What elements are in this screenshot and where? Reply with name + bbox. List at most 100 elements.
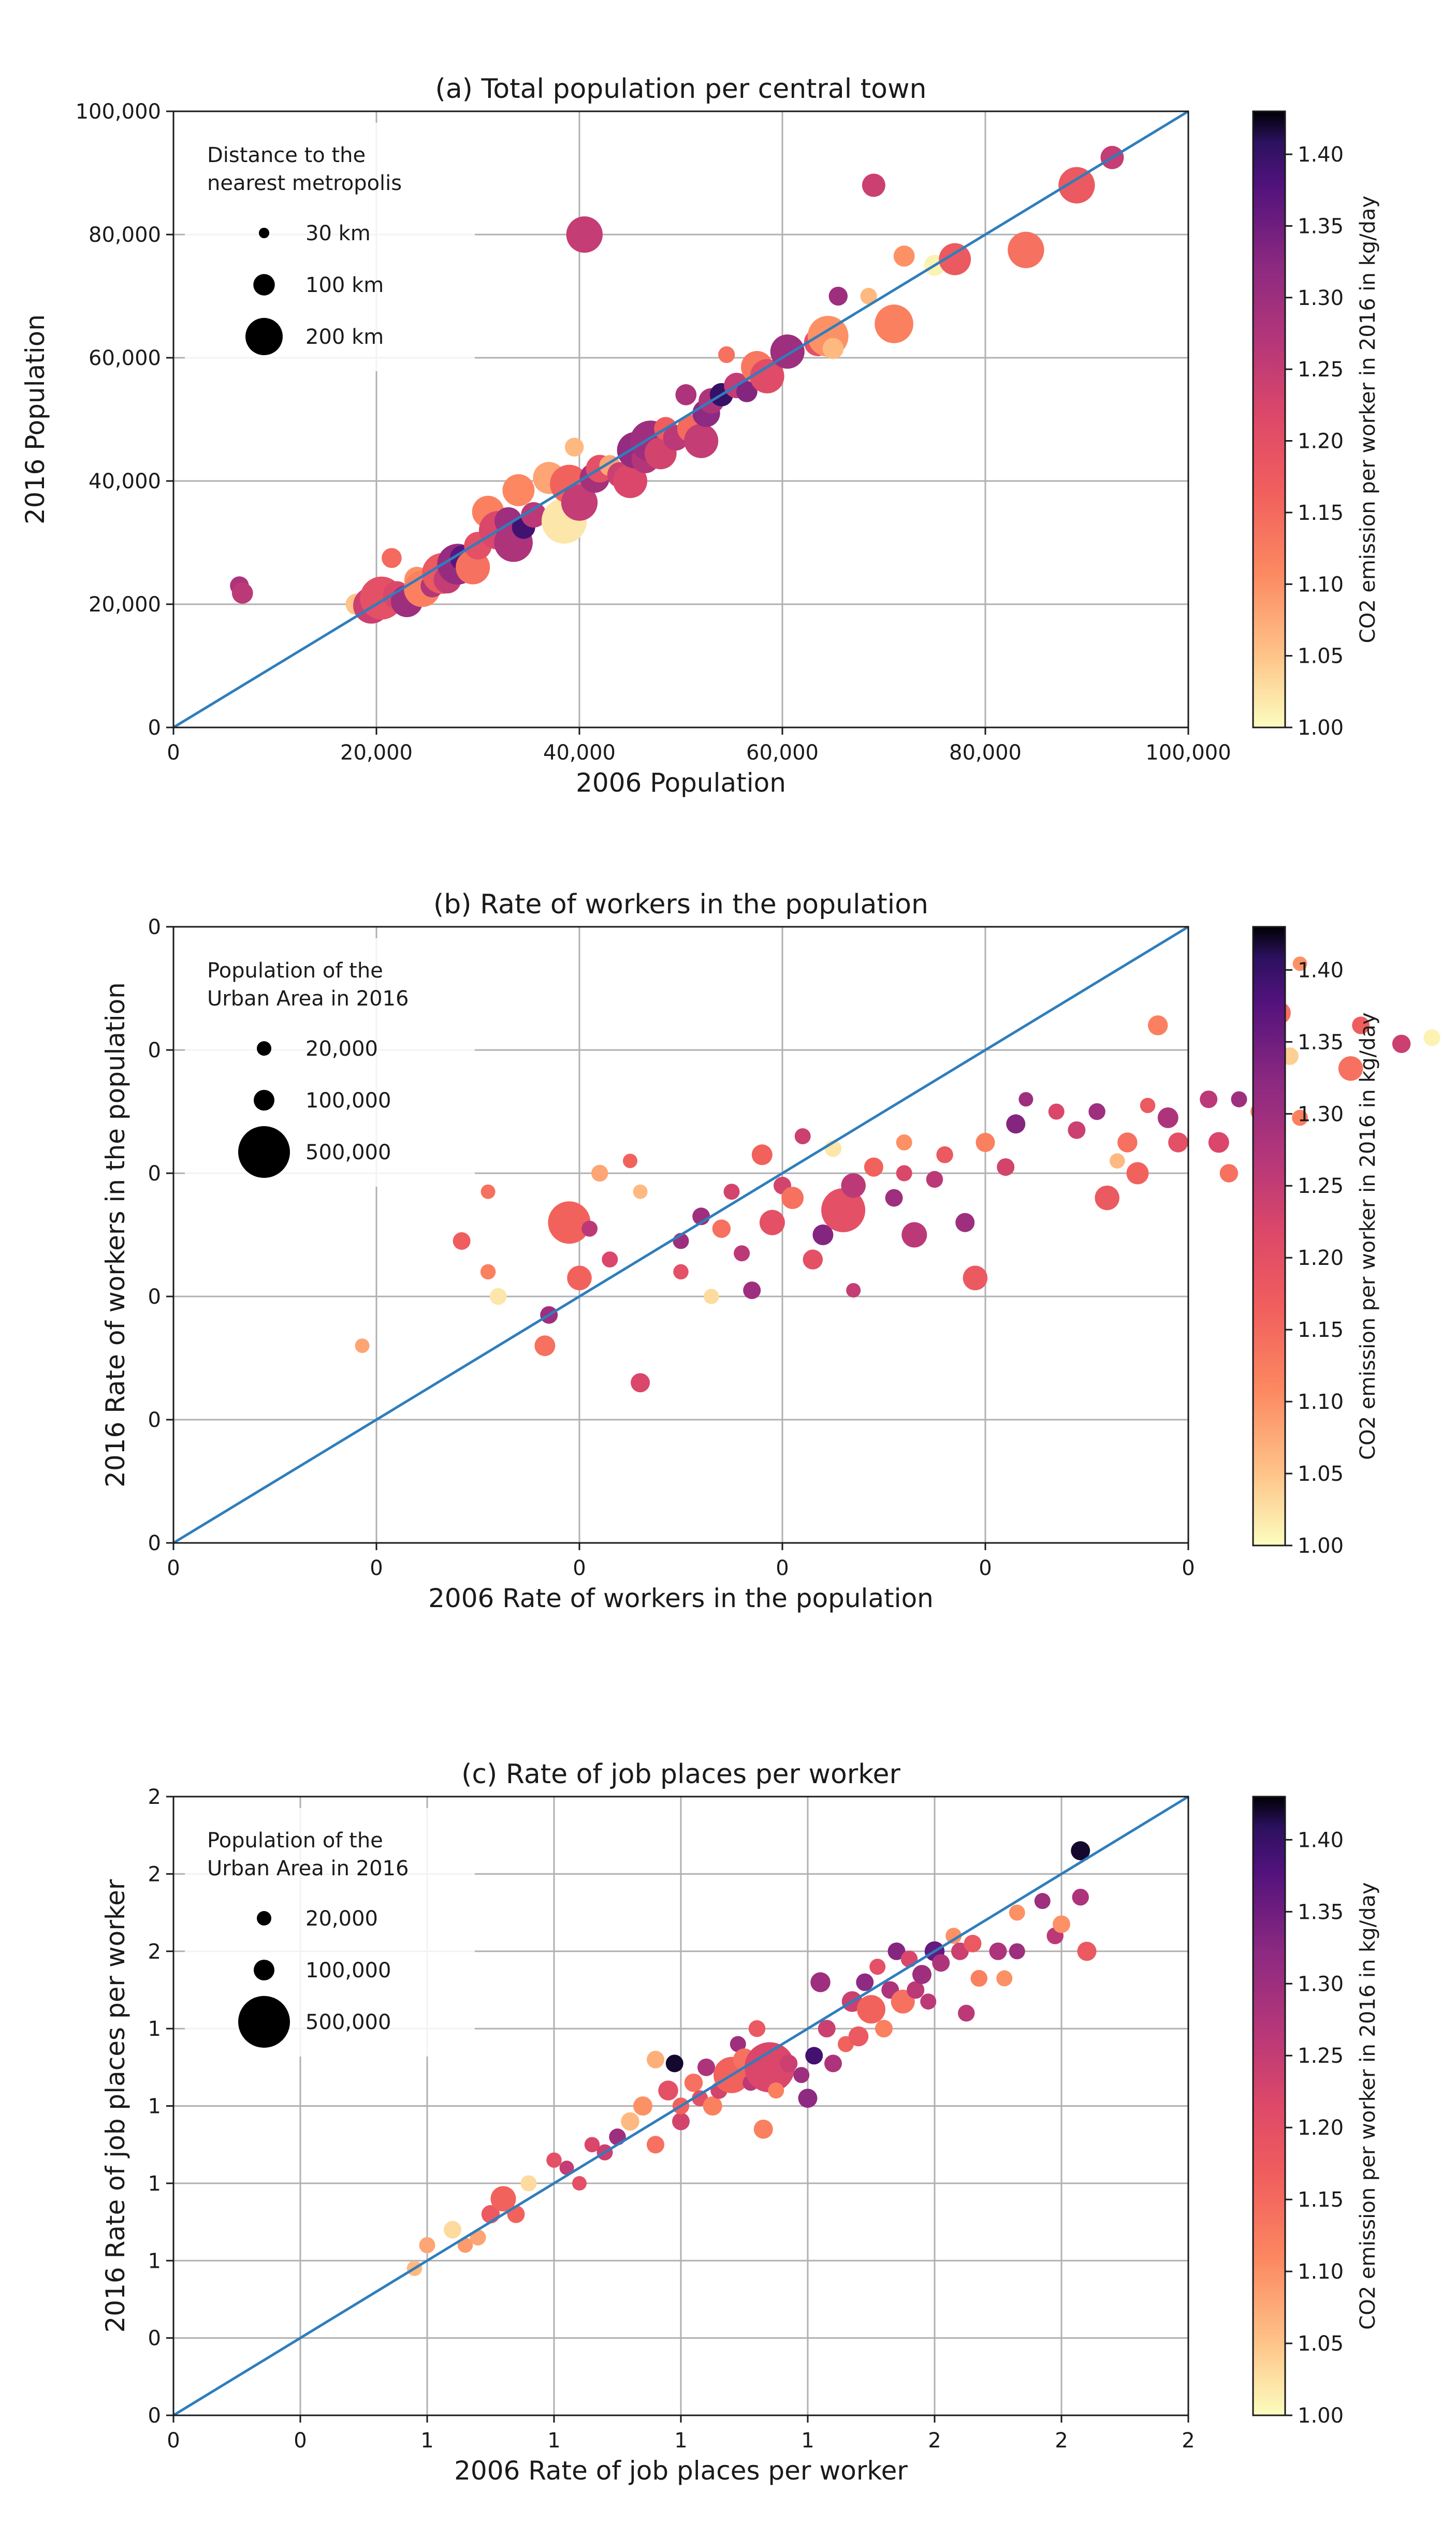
x-tick-label: 60,000 (746, 741, 819, 765)
data-point (507, 2205, 525, 2223)
data-point (793, 2067, 810, 2083)
data-point (703, 2096, 722, 2116)
x-tick-label: 2 (928, 2429, 941, 2453)
data-point (862, 173, 885, 197)
data-point (718, 346, 735, 363)
data-point (1392, 1034, 1411, 1053)
y-tick-label: 0 (148, 2404, 161, 2428)
legend-title: Population of the (207, 959, 383, 983)
colorbar: 1.00 1.05 1.10 1.15 1.20 1.25 1.30 1.35 1.40 CO2 … (1252, 1796, 1380, 2428)
panel-title: (b) Rate of workers in the population (433, 889, 928, 920)
data-point (697, 2058, 715, 2076)
colorbar-tick-label: 1.35 (1298, 214, 1344, 238)
data-point (1157, 1107, 1178, 1128)
y-tick-label: 1 (148, 2172, 161, 2196)
data-point (912, 1965, 931, 1985)
data-point (887, 1942, 906, 1960)
data-point (958, 2005, 975, 2022)
legend-marker (258, 227, 270, 239)
data-point (489, 1288, 507, 1305)
legend-title: nearest metropolis (207, 171, 402, 195)
data-point (750, 359, 784, 393)
data-point (1077, 1942, 1097, 1961)
y-tick-label: 0 (148, 1532, 161, 1555)
size-legend: Population of the Urban Area in 2016 20,00… (185, 1808, 475, 2057)
legend-marker (257, 1041, 271, 1056)
legend-marker (238, 1996, 290, 2048)
y-tick-label: 60,000 (89, 346, 161, 370)
x-tick-label: 1 (420, 2429, 433, 2453)
data-point (1053, 1915, 1070, 1933)
colorbar-tick-label: 1.05 (1298, 645, 1344, 668)
legend-title: Distance to the (207, 143, 366, 167)
y-tick-label: 2 (148, 1940, 161, 1964)
legend-box (185, 123, 475, 371)
data-point (751, 1144, 773, 1165)
colorbar-tick-label: 1.10 (1298, 2260, 1344, 2284)
data-point (1231, 1091, 1247, 1107)
x-axis-title: 2006 Rate of job places per worker (454, 2456, 908, 2486)
y-tick-label: 2 (148, 1785, 161, 1809)
data-point (768, 2082, 784, 2099)
panel-title: (c) Rate of job places per worker (461, 1759, 900, 1790)
data-point (453, 1232, 471, 1250)
x-tick-label: 0 (573, 1556, 586, 1580)
data-point (581, 1220, 598, 1237)
data-point (520, 2175, 537, 2192)
data-point (623, 1154, 637, 1169)
data-point (1006, 1114, 1026, 1134)
data-point (989, 1942, 1007, 1960)
data-point (1352, 1016, 1370, 1034)
y-tick-label: 0 (148, 1285, 161, 1309)
y-axis-title: 2016 Rate of job places per worker (100, 1879, 130, 2332)
data-point (759, 1209, 785, 1235)
data-point (1071, 1841, 1090, 1861)
x-tick-label: 100,000 (1145, 741, 1231, 765)
data-point (1219, 1164, 1239, 1183)
data-point (675, 384, 697, 405)
colorbar-tick-label: 1.00 (1298, 1534, 1344, 1558)
x-tick-label: 0 (776, 1556, 789, 1580)
data-point (457, 2237, 473, 2253)
legend-label: 100,000 (305, 1089, 391, 1113)
data-point (901, 1222, 927, 1248)
data-point (609, 2128, 626, 2146)
x-tick-label: 2 (1182, 2429, 1195, 2453)
colorbar-tick-label: 1.35 (1298, 1030, 1344, 1054)
data-point (546, 2152, 562, 2168)
data-point (1008, 231, 1044, 268)
data-point (748, 2020, 766, 2037)
data-point (1009, 1943, 1025, 1960)
x-tick-label: 0 (979, 1556, 992, 1580)
data-point (591, 1164, 608, 1182)
data-point (481, 1184, 496, 1199)
data-point (824, 2054, 842, 2073)
data-point (633, 2096, 652, 2116)
data-point (869, 1959, 886, 1975)
x-tick-label: 2 (1055, 2429, 1068, 2453)
data-point (1048, 1103, 1065, 1120)
data-point (1292, 1110, 1308, 1126)
axes-frame (172, 926, 1189, 1544)
data-point (864, 1157, 883, 1177)
reference-line (172, 1795, 1189, 2417)
data-point (1110, 1153, 1125, 1169)
legend-box (185, 1808, 475, 2057)
data-point (812, 1224, 834, 1245)
data-point (1208, 1132, 1229, 1153)
data-point (780, 2054, 798, 2073)
ticks: 0 20,000 40,000 60,000 80,000 100,000 0 20,000 4… (76, 100, 1231, 765)
legend-marker (245, 318, 283, 355)
data-point (920, 1993, 937, 2010)
y-axis-title: 2016 Population (20, 314, 50, 524)
data-point (743, 1281, 761, 1300)
data-point (997, 1158, 1015, 1176)
x-axis-title: 2006 Population (576, 768, 786, 798)
data-point (734, 1245, 750, 1262)
axes-frame (172, 110, 1189, 728)
legend-label: 200 km (305, 325, 384, 349)
y-tick-label: 1 (148, 2249, 161, 2273)
data-point (955, 1213, 975, 1232)
data-point (875, 2020, 893, 2038)
colorbar-tick-label: 1.20 (1298, 1246, 1344, 1270)
